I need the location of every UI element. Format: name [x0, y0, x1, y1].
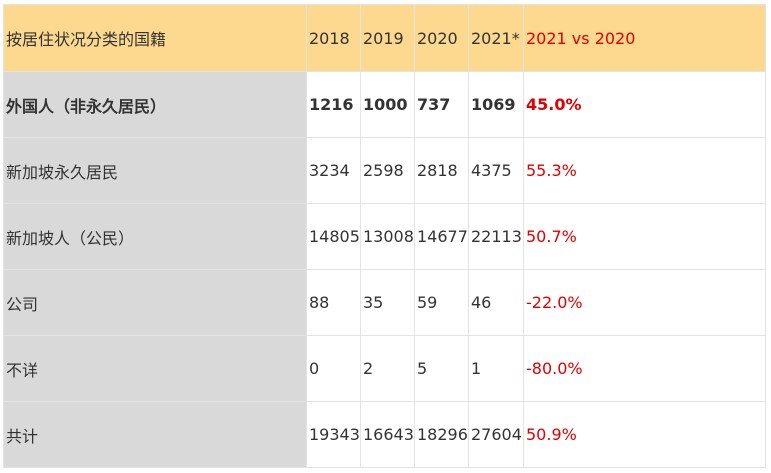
header-category: 按居住状况分类的国籍 — [3, 4, 307, 72]
table-row: 共计 19343 16643 18296 27604 50.9% — [3, 401, 766, 468]
cell-2019: 2598 — [360, 137, 415, 204]
table-row: 新加坡永久居民 3234 2598 2818 4375 55.3% — [3, 137, 766, 204]
cell-2018: 0 — [306, 335, 361, 402]
nationality-table: 按居住状况分类的国籍 2018 2019 2020 2021* 2021 vs … — [3, 4, 766, 468]
row-label: 不详 — [3, 335, 307, 402]
cell-2021: 22113 — [468, 203, 524, 270]
table-row: 不详 0 2 5 1 -80.0% — [3, 335, 766, 402]
cell-2021: 46 — [468, 269, 524, 336]
cell-2019: 16643 — [360, 401, 415, 468]
cell-2020: 2818 — [414, 137, 469, 204]
cell-change: 45.0% — [523, 71, 766, 138]
cell-2018: 3234 — [306, 137, 361, 204]
cell-2019: 35 — [360, 269, 415, 336]
cell-2020: 737 — [414, 71, 469, 138]
header-2020: 2020 — [414, 4, 469, 72]
cell-2021: 4375 — [468, 137, 524, 204]
table-row: 新加坡人（公民） 14805 13008 14677 22113 50.7% — [3, 203, 766, 270]
header-2019: 2019 — [360, 4, 415, 72]
cell-2021: 1 — [468, 335, 524, 402]
row-label: 共计 — [3, 401, 307, 468]
row-label: 公司 — [3, 269, 307, 336]
cell-2019: 2 — [360, 335, 415, 402]
cell-2020: 14677 — [414, 203, 469, 270]
cell-2018: 14805 — [306, 203, 361, 270]
cell-2018: 88 — [306, 269, 361, 336]
header-2021: 2021* — [468, 4, 524, 72]
row-label: 新加坡永久居民 — [3, 137, 307, 204]
cell-2020: 59 — [414, 269, 469, 336]
cell-2020: 18296 — [414, 401, 469, 468]
cell-change: 50.7% — [523, 203, 766, 270]
row-label: 新加坡人（公民） — [3, 203, 307, 270]
cell-2020: 5 — [414, 335, 469, 402]
cell-change: -22.0% — [523, 269, 766, 336]
cell-change: 55.3% — [523, 137, 766, 204]
header-2018: 2018 — [306, 4, 361, 72]
cell-change: 50.9% — [523, 401, 766, 468]
cell-2019: 13008 — [360, 203, 415, 270]
header-change: 2021 vs 2020 — [523, 4, 766, 72]
cell-2018: 19343 — [306, 401, 361, 468]
cell-2021: 1069 — [468, 71, 524, 138]
cell-2021: 27604 — [468, 401, 524, 468]
row-label: 外国人（非永久居民） — [3, 71, 307, 138]
table-header-row: 按居住状况分类的国籍 2018 2019 2020 2021* 2021 vs … — [3, 4, 766, 72]
cell-2018: 1216 — [306, 71, 361, 138]
cell-change: -80.0% — [523, 335, 766, 402]
cell-2019: 1000 — [360, 71, 415, 138]
table-row: 外国人（非永久居民） 1216 1000 737 1069 45.0% — [3, 71, 766, 138]
table-row: 公司 88 35 59 46 -22.0% — [3, 269, 766, 336]
